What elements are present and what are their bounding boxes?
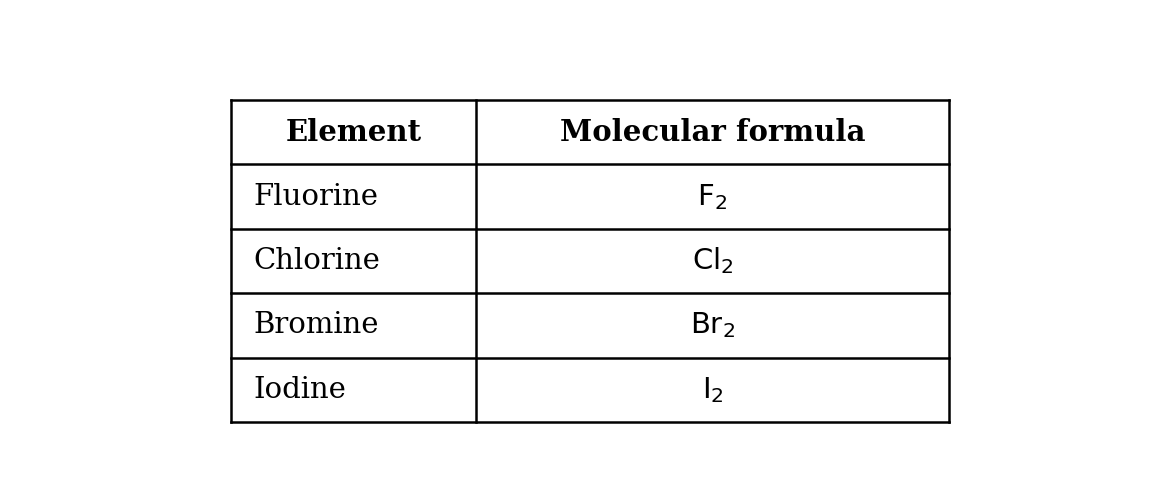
- Text: Chlorine: Chlorine: [253, 247, 380, 275]
- Text: Molecular formula: Molecular formula: [560, 118, 865, 147]
- Text: $\mathregular{F}_{\mathregular{2}}$: $\mathregular{F}_{\mathregular{2}}$: [697, 182, 727, 212]
- Text: Iodine: Iodine: [253, 376, 347, 404]
- Text: $\mathregular{I}_{\mathregular{2}}$: $\mathregular{I}_{\mathregular{2}}$: [702, 375, 723, 405]
- Text: Bromine: Bromine: [253, 311, 379, 340]
- Text: Element: Element: [286, 118, 422, 147]
- Text: $\mathregular{Br}_{\mathregular{2}}$: $\mathregular{Br}_{\mathregular{2}}$: [690, 311, 735, 341]
- Text: Fluorine: Fluorine: [253, 183, 379, 211]
- Text: $\mathregular{Cl}_{\mathregular{2}}$: $\mathregular{Cl}_{\mathregular{2}}$: [691, 246, 733, 276]
